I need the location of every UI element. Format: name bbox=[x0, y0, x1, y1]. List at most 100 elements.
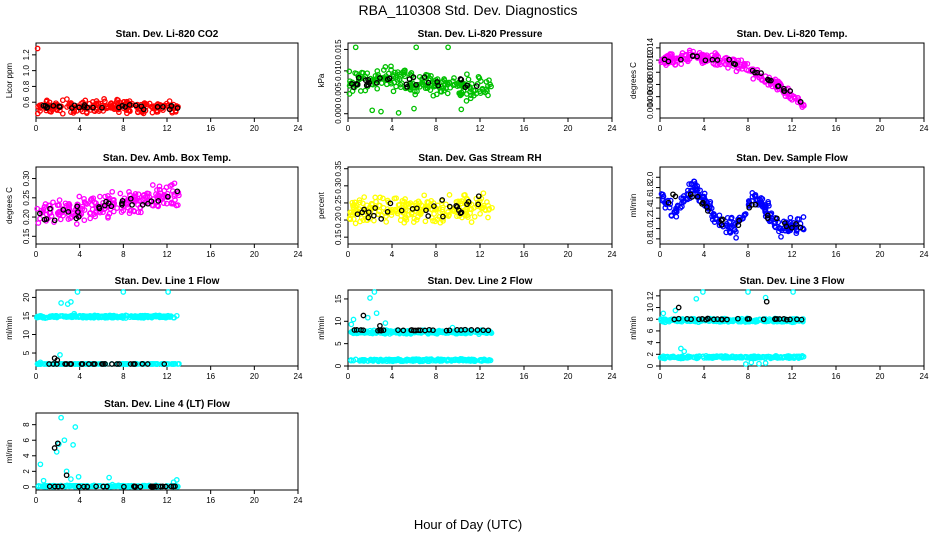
panel-1: Stan. Dev. Li-820 CO2 0 4 8 12 16 20 24 0.6 0.8 1.… bbox=[5, 29, 303, 133]
data-points bbox=[34, 180, 182, 227]
y-tick-label: 0.8 bbox=[22, 80, 31, 92]
data-point bbox=[738, 57, 745, 64]
y-tick-label: 0.015 bbox=[334, 39, 343, 60]
y-tick-label: 0.30 bbox=[334, 177, 343, 193]
data-point bbox=[446, 327, 453, 334]
y-axis-label: degrees C bbox=[629, 62, 638, 99]
y-tick-label: 0.000 bbox=[334, 103, 343, 124]
x-tick-label: 4 bbox=[77, 124, 82, 133]
x-tick-label: 0 bbox=[34, 124, 39, 133]
x-tick-label: 12 bbox=[163, 250, 172, 259]
x-tick-label: 8 bbox=[746, 372, 751, 381]
data-point bbox=[378, 80, 385, 86]
x-tick-label: 0 bbox=[346, 124, 351, 133]
data-point bbox=[155, 198, 162, 204]
data-point bbox=[400, 69, 406, 76]
x-tick-label: 4 bbox=[77, 496, 82, 505]
data-point bbox=[362, 77, 369, 83]
data-point bbox=[413, 209, 420, 215]
x-tick-label: 4 bbox=[77, 250, 82, 259]
x-tick-label: 20 bbox=[564, 250, 573, 259]
data-point bbox=[34, 110, 41, 117]
data-point bbox=[90, 102, 97, 108]
data-point bbox=[160, 200, 167, 206]
figure-title: RBA_110308 Std. Dev. Diagnostics bbox=[358, 2, 578, 18]
data-point bbox=[114, 205, 120, 211]
y-tick-label: 0.006 bbox=[646, 86, 655, 107]
data-point bbox=[75, 209, 81, 215]
panel-title: Stan. Dev. Line 1 Flow bbox=[115, 276, 220, 287]
data-point bbox=[428, 73, 434, 79]
x-tick-label: 0 bbox=[658, 124, 663, 133]
data-point bbox=[735, 315, 741, 322]
data-point bbox=[156, 312, 163, 319]
panel-title: Stan. Dev. Line 2 Flow bbox=[428, 276, 533, 287]
x-tick-label: 8 bbox=[434, 124, 439, 133]
data-point bbox=[63, 472, 70, 479]
data-point bbox=[50, 199, 56, 206]
data-point bbox=[100, 209, 106, 216]
data-point bbox=[403, 81, 410, 88]
data-point bbox=[751, 192, 758, 199]
data-point bbox=[126, 102, 133, 108]
data-point bbox=[437, 219, 444, 226]
x-tick-label: 20 bbox=[876, 372, 885, 381]
data-point bbox=[415, 327, 422, 334]
y-tick-label: 1.0 bbox=[22, 65, 31, 77]
data-point bbox=[34, 205, 41, 212]
data-point bbox=[685, 353, 691, 360]
data-point bbox=[360, 327, 367, 334]
y-tick-label: 8 bbox=[22, 422, 31, 427]
data-point bbox=[361, 358, 367, 364]
data-point bbox=[156, 186, 163, 193]
x-tick-label: 12 bbox=[476, 250, 485, 259]
data-point bbox=[458, 198, 465, 204]
y-tick-label: 0.010 bbox=[646, 62, 655, 83]
data-points bbox=[348, 289, 495, 365]
y-tick-label: 0.25 bbox=[334, 195, 343, 211]
data-point bbox=[81, 207, 88, 213]
data-point bbox=[161, 361, 168, 367]
data-point bbox=[787, 316, 793, 323]
data-point bbox=[60, 207, 67, 213]
x-tick-label: 20 bbox=[876, 124, 885, 133]
data-point bbox=[357, 88, 364, 94]
panel-title: Stan. Dev. Li-820 Temp. bbox=[737, 29, 848, 40]
data-point bbox=[428, 206, 434, 212]
data-point bbox=[51, 217, 58, 224]
data-point bbox=[470, 358, 477, 364]
data-point bbox=[168, 102, 175, 109]
data-point bbox=[672, 62, 678, 68]
data-point bbox=[36, 210, 43, 217]
data-point bbox=[62, 483, 69, 489]
y-tick-label: 0.20 bbox=[22, 209, 31, 225]
data-point bbox=[71, 310, 78, 317]
data-point bbox=[382, 320, 389, 326]
data-point bbox=[421, 192, 428, 199]
data-point bbox=[99, 104, 105, 111]
data-point bbox=[665, 58, 672, 65]
data-point bbox=[453, 202, 460, 209]
panel-title: Stan. Dev. Amb. Box Temp. bbox=[103, 153, 231, 164]
data-point bbox=[785, 228, 792, 235]
data-point bbox=[103, 198, 109, 205]
data-point bbox=[372, 194, 379, 201]
data-point bbox=[118, 313, 124, 320]
x-tick-label: 24 bbox=[920, 250, 929, 259]
x-tick-label: 20 bbox=[250, 250, 259, 259]
data-point bbox=[477, 210, 483, 217]
y-axis-label: ml/min bbox=[317, 316, 326, 340]
x-tick-label: 4 bbox=[390, 250, 395, 259]
panel-title: Stan. Dev. Sample Flow bbox=[736, 153, 848, 164]
data-point bbox=[89, 99, 96, 105]
x-tick-label: 4 bbox=[390, 124, 395, 133]
data-point bbox=[473, 90, 480, 97]
data-point bbox=[109, 188, 116, 195]
x-tick-label: 8 bbox=[121, 496, 126, 505]
data-point bbox=[59, 110, 66, 117]
x-tick-label: 8 bbox=[746, 250, 751, 259]
data-point bbox=[50, 361, 57, 367]
data-point bbox=[90, 361, 97, 367]
x-tick-label: 24 bbox=[608, 372, 617, 381]
